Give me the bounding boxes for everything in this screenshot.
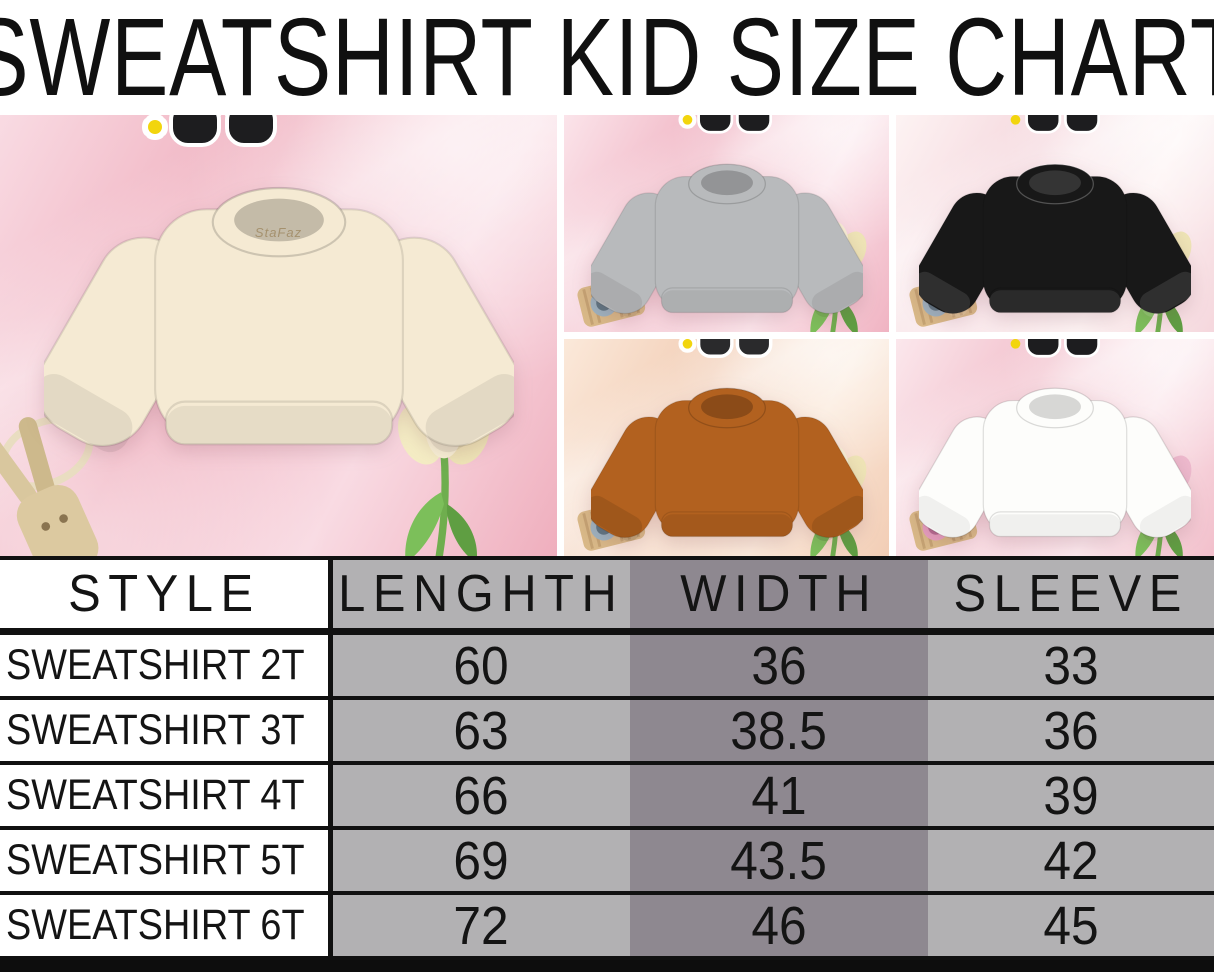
sleeve-cell: 42 — [928, 830, 1214, 891]
photo-white-sweatshirt — [896, 339, 1214, 556]
brand-tag: StaFaz — [254, 225, 303, 240]
sunglasses-icon — [677, 115, 772, 134]
width-cell: 43.5 — [630, 830, 928, 891]
style-cell: SWEATSHIRT 5T — [0, 830, 333, 891]
size-table: STYLE LENGHTH WIDTH SLEEVE SWEATSHIRT 2T… — [0, 556, 1214, 960]
sleeve-cell: 33 — [928, 635, 1214, 696]
photo-collage: StaFaz — [0, 115, 1214, 556]
width-cell: 36 — [630, 635, 928, 696]
lenghth-cell: 69 — [333, 830, 630, 891]
sweatshirt-graphic — [919, 163, 1191, 318]
lenghth-cell: 66 — [333, 765, 630, 826]
width-cell: 46 — [630, 895, 928, 956]
sweatshirt-graphic — [44, 186, 514, 453]
width-cell: 41 — [630, 765, 928, 826]
sweatshirt-graphic — [590, 387, 863, 542]
lenghth-cell: 60 — [333, 635, 630, 696]
table-row-6t: SWEATSHIRT 6T 72 46 45 — [0, 895, 1214, 960]
sunglasses-icon — [1010, 115, 1101, 134]
table-row-3t: SWEATSHIRT 3T 63 38.5 36 — [0, 700, 1214, 765]
photo-brown-sweatshirt — [564, 339, 889, 556]
bottom-divider-bar — [0, 960, 1214, 972]
lenghth-cell: 72 — [333, 895, 630, 956]
column-header-sleeve: SLEEVE — [928, 560, 1214, 628]
sunglasses-icon — [1010, 339, 1101, 358]
table-row-2t: SWEATSHIRT 2T 60 36 33 — [0, 635, 1214, 700]
column-header-lenghth: LENGHTH — [333, 560, 630, 628]
style-cell: SWEATSHIRT 4T — [0, 765, 333, 826]
photo-gray-sweatshirt — [564, 115, 889, 332]
style-cell: SWEATSHIRT 2T — [0, 635, 333, 696]
sunglasses-icon — [141, 115, 277, 147]
photo-cream-sweatshirt: StaFaz — [0, 115, 557, 556]
title-band: SWEATSHIRT KID SIZE CHART — [0, 0, 1214, 115]
sweatshirt-graphic — [919, 387, 1191, 542]
page-title: SWEATSHIRT KID SIZE CHART — [0, 0, 1214, 119]
sleeve-cell: 36 — [928, 700, 1214, 761]
style-cell: SWEATSHIRT 6T — [0, 895, 333, 956]
table-row-5t: SWEATSHIRT 5T 69 43.5 42 — [0, 830, 1214, 895]
table-header-row: STYLE LENGHTH WIDTH SLEEVE — [0, 560, 1214, 635]
photo-black-sweatshirt — [896, 115, 1214, 332]
daisy-icon — [147, 120, 162, 134]
table-row-4t: SWEATSHIRT 4T 66 41 39 — [0, 765, 1214, 830]
sleeve-cell: 45 — [928, 895, 1214, 956]
style-cell: SWEATSHIRT 3T — [0, 700, 333, 761]
sunglasses-icon — [677, 339, 772, 359]
column-header-style: STYLE — [0, 560, 333, 628]
width-cell: 38.5 — [630, 700, 928, 761]
column-header-width: WIDTH — [630, 560, 928, 628]
sweatshirt-graphic — [590, 163, 863, 318]
lenghth-cell: 63 — [333, 700, 630, 761]
sleeve-cell: 39 — [928, 765, 1214, 826]
bunny-toy-icon — [0, 415, 99, 556]
